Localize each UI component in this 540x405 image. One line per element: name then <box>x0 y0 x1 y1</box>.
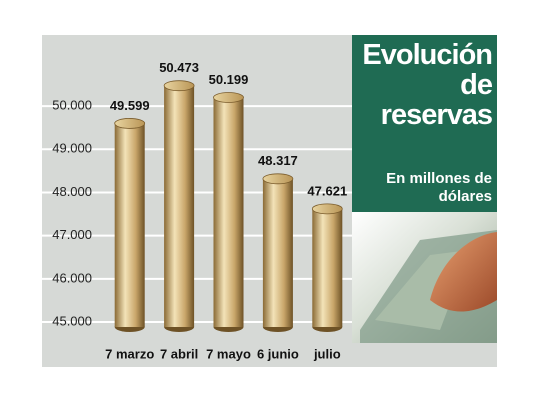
bar-body <box>164 85 195 327</box>
y-tick-label: 48.000 <box>52 184 92 199</box>
bar <box>213 92 244 332</box>
bar <box>311 203 343 332</box>
chart-subtitle: En millones de dólares <box>386 170 492 205</box>
plot-background <box>42 35 352 343</box>
y-tick-label: 50.000 <box>52 98 92 113</box>
bar-top <box>311 203 343 215</box>
value-label: 49.599 <box>110 98 150 113</box>
y-tick-label: 46.000 <box>52 270 92 285</box>
x-tick-label: 6 junio <box>257 346 299 361</box>
bar-top <box>163 80 195 92</box>
category-strip <box>42 343 497 367</box>
bar-body <box>213 97 244 327</box>
hand <box>430 232 497 312</box>
bar-body <box>114 123 145 327</box>
plot: 45.000 46.000 47.000 48.000 49.000 50.000 7 ma… <box>42 60 352 361</box>
y-tick-label: 49.000 <box>52 141 92 156</box>
y-tick-label: 45.000 <box>52 313 92 328</box>
x-tick-label: 7 marzo <box>105 346 154 361</box>
bar-top <box>213 92 244 103</box>
bar-top <box>262 173 294 185</box>
y-tick-label: 47.000 <box>52 227 92 242</box>
bar-top <box>114 118 146 129</box>
bar <box>262 173 294 332</box>
x-tick-label: 7 mayo <box>206 346 251 361</box>
value-label: 47.621 <box>307 183 347 198</box>
x-tick-label: julio <box>313 346 341 361</box>
title-panel <box>352 35 497 212</box>
value-label: 50.199 <box>209 72 249 87</box>
bar-body <box>312 208 343 327</box>
bar-body <box>262 178 293 327</box>
bar <box>114 118 146 332</box>
value-label: 48.317 <box>258 153 298 168</box>
value-label: 50.473 <box>159 60 199 75</box>
chart-title: Evolución de reservas <box>362 39 493 131</box>
x-tick-label: 7 abril <box>160 346 198 361</box>
bar <box>163 80 195 332</box>
